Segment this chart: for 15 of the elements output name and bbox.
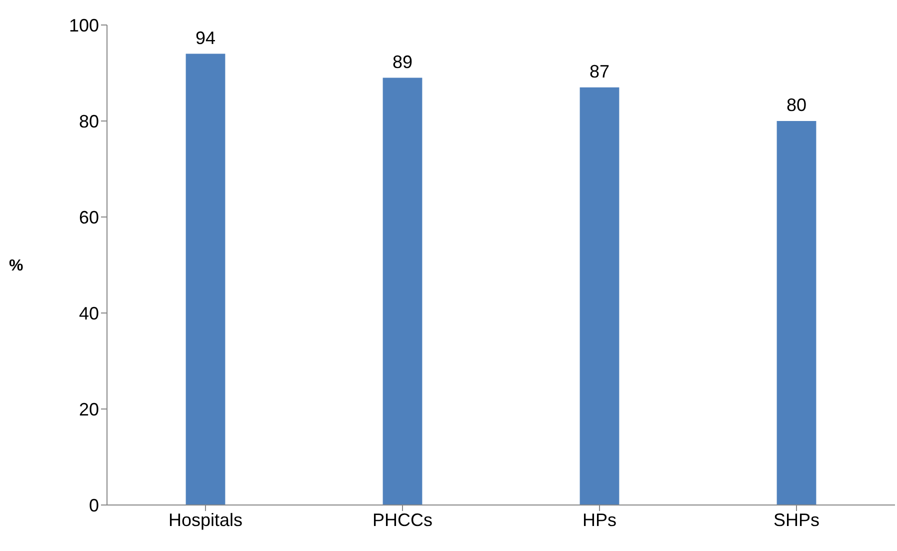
x-tick-label: SHPs [773,510,820,530]
x-tick-label: PHCCs [372,510,433,530]
x-tick-label: HPs [582,510,617,530]
data-label: 89 [392,52,413,72]
data-label: 94 [195,28,216,48]
y-tick-label: 60 [78,207,99,228]
data-label: 87 [589,61,610,82]
y-tick-label: 0 [88,495,99,516]
y-tick-label: 80 [78,111,99,132]
x-tick-label: Hospitals [168,510,243,530]
y-tick-label: 100 [68,15,99,36]
y-tick-label: 40 [78,303,99,324]
data-label: 80 [786,95,807,115]
y-tick-label: 20 [78,399,99,420]
y-axis-title: % [9,258,24,275]
